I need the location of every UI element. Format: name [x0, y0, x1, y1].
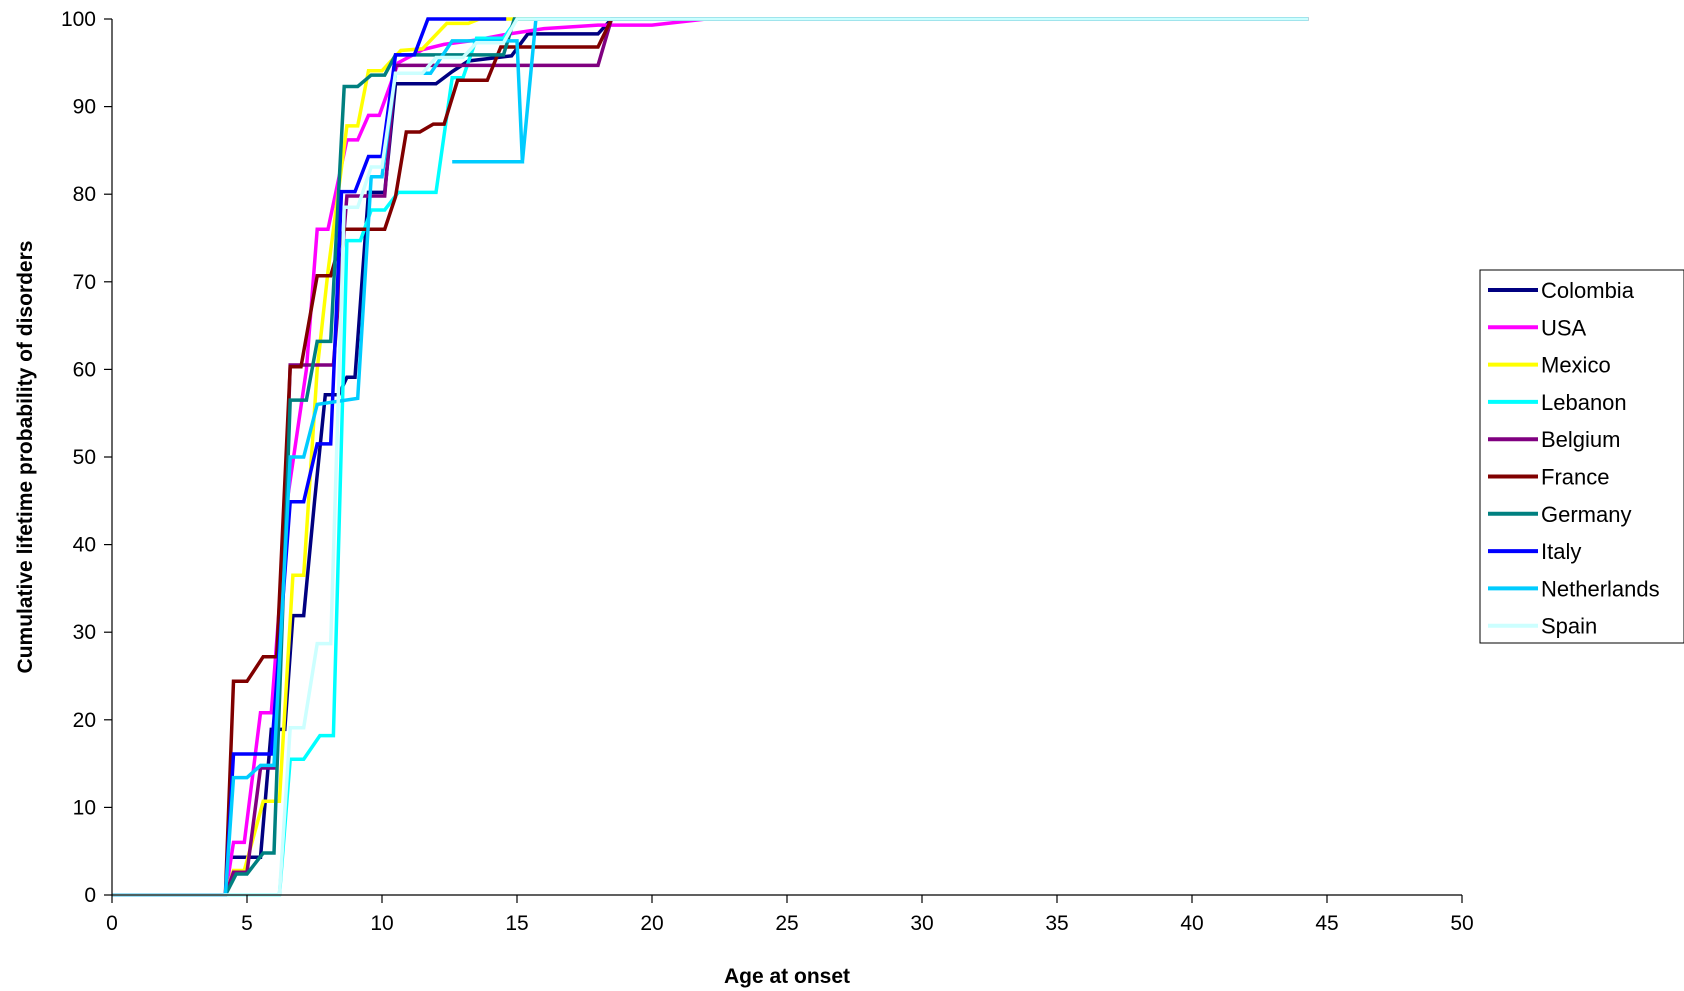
series-line-usa [112, 17, 1309, 897]
x-axis-title: Age at onset [724, 965, 850, 988]
series-line-france [112, 17, 1309, 897]
x-tick-label: 20 [640, 912, 663, 935]
y-tick-label: 50 [73, 446, 96, 469]
x-tick-label: 45 [1315, 912, 1338, 935]
y-tick-label: 100 [61, 8, 96, 31]
legend-label-netherlands: Netherlands [1541, 576, 1660, 601]
y-tick-label: 70 [73, 271, 96, 294]
x-tick-label: 0 [106, 912, 118, 935]
y-tick-label: 60 [73, 358, 96, 381]
legend-label-germany: Germany [1541, 502, 1631, 527]
legend-label-usa: USA [1541, 315, 1587, 340]
legend: Colombia USA Mexico Lebanon Belgium France Ger… [1479, 269, 1684, 644]
y-tick-label: 20 [73, 709, 96, 732]
y-axis-title: Cumulative lifetime probability of disor… [14, 241, 37, 674]
legend-label-mexico: Mexico [1541, 353, 1611, 378]
x-tick-label: 35 [1045, 912, 1068, 935]
x-tick-label: 40 [1180, 912, 1203, 935]
y-tick-label: 90 [73, 96, 96, 119]
y-tick-label: 80 [73, 183, 96, 206]
series-line-spain [112, 17, 1309, 897]
ticks: 0 5 10 15 20 25 30 35 40 45 50 0 10 20 30 40 50 60 70 80 90 1… [61, 8, 1474, 935]
legend-label-france: France [1541, 465, 1609, 490]
series-line-lebanon [112, 17, 1309, 897]
legend-label-colombia: Colombia [1541, 278, 1635, 303]
y-tick-label: 0 [84, 884, 96, 907]
series-layer [112, 17, 1309, 897]
x-tick-label: 5 [241, 912, 253, 935]
x-tick-label: 50 [1450, 912, 1473, 935]
legend-label-italy: Italy [1541, 539, 1581, 564]
y-tick-label: 40 [73, 534, 96, 557]
x-tick-label: 30 [910, 912, 933, 935]
legend-label-lebanon: Lebanon [1541, 390, 1627, 415]
legend-box [1479, 269, 1684, 644]
legend-label-belgium: Belgium [1541, 427, 1620, 452]
x-tick-label: 10 [370, 912, 393, 935]
y-tick-label: 30 [73, 621, 96, 644]
legend-label-spain: Spain [1541, 614, 1597, 639]
series-line-colombia [112, 17, 1309, 897]
series-line-italy [112, 17, 507, 897]
y-tick-label: 10 [73, 796, 96, 819]
x-tick-label: 25 [775, 912, 798, 935]
x-tick-label: 15 [505, 912, 528, 935]
series-line-netherlands [112, 17, 1309, 897]
